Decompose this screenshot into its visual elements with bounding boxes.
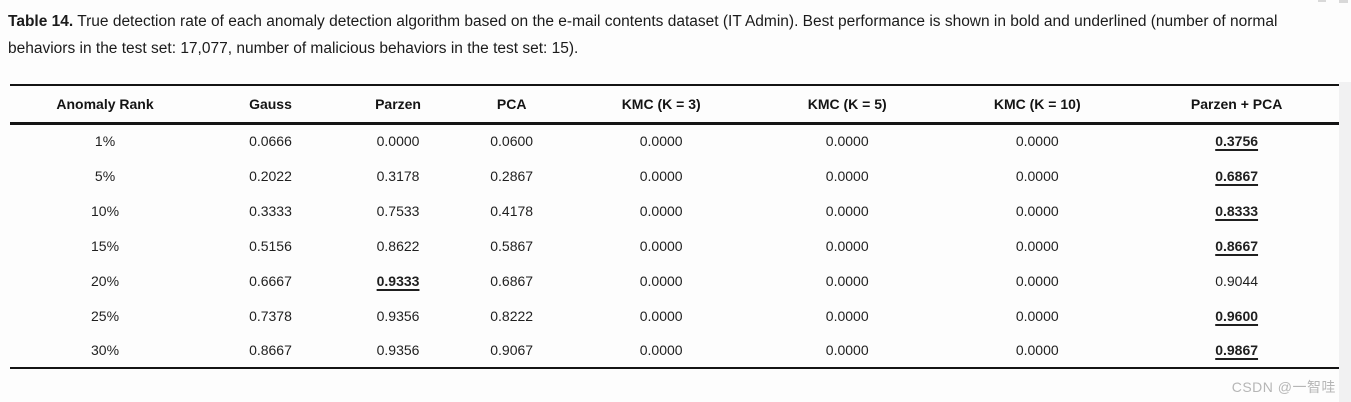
top-edge-artifact-icon xyxy=(1339,0,1348,3)
value-cell: 0.0000 xyxy=(825,342,869,358)
value-cell: 0.0666 xyxy=(249,133,292,150)
value-cell: 0.0000 xyxy=(639,307,683,324)
rank-cell: 5% xyxy=(94,167,116,184)
results-table: Anomaly Rank Gauss Parzen PCA KMC (K = 3… xyxy=(10,84,1339,369)
value-cell: 0.0000 xyxy=(376,133,420,150)
value-cell: 0.0000 xyxy=(639,167,683,184)
value-cell: 0.4178 xyxy=(490,202,534,219)
value-cell: 0.0000 xyxy=(1015,342,1059,358)
value-cell: 0.0000 xyxy=(1015,167,1059,184)
value-cell: 0.0600 xyxy=(490,133,534,150)
header-pca: PCA xyxy=(455,85,569,125)
value-cell: 0.0000 xyxy=(1015,272,1059,289)
value-cell: 0.7378 xyxy=(249,307,292,324)
value-cell: 0.0000 xyxy=(1015,133,1059,150)
value-cell: 0.0000 xyxy=(639,342,683,358)
value-cell: 0.0000 xyxy=(1015,202,1059,219)
value-cell: 0.0000 xyxy=(639,202,683,219)
value-cell: 0.8667 xyxy=(1215,237,1259,254)
header-gauss: Gauss xyxy=(200,85,341,125)
value-cell: 0.0000 xyxy=(825,167,869,184)
table-row: 25% 0.7378 0.9356 0.8222 0.0000 0.0000 0… xyxy=(10,298,1339,333)
value-cell: 0.0000 xyxy=(825,202,869,219)
value-cell: 0.5156 xyxy=(249,237,292,254)
table-row: 5% 0.2022 0.3178 0.2867 0.0000 0.0000 0.… xyxy=(10,158,1339,193)
value-cell: 0.9356 xyxy=(376,342,420,358)
value-cell: 0.5867 xyxy=(490,237,534,254)
value-cell: 0.8333 xyxy=(1215,202,1259,219)
header-kmc-k10: KMC (K = 10) xyxy=(940,85,1135,125)
table-row: 10% 0.3333 0.7533 0.4178 0.0000 0.0000 0… xyxy=(10,193,1339,228)
value-cell: 0.9867 xyxy=(1215,342,1259,358)
header-parzen: Parzen xyxy=(340,85,456,125)
value-cell: 0.0000 xyxy=(825,272,869,289)
value-cell: 0.0000 xyxy=(825,307,869,324)
top-edge-artifact-icon xyxy=(1318,0,1326,2)
value-cell: 0.0000 xyxy=(825,237,869,254)
csdn-watermark: CSDN @一智哇 xyxy=(1231,379,1336,395)
caption-label: Table 14. xyxy=(8,13,74,30)
value-cell: 0.7533 xyxy=(376,202,420,219)
value-cell: 0.0000 xyxy=(1015,307,1059,324)
value-cell: 0.2867 xyxy=(490,167,534,184)
value-cell: 0.6867 xyxy=(490,272,534,289)
header-anomaly-rank: Anomaly Rank xyxy=(10,85,201,125)
rank-cell: 25% xyxy=(91,307,120,324)
rank-cell: 15% xyxy=(91,237,120,254)
value-cell: 0.9600 xyxy=(1215,307,1259,324)
table-row: 15% 0.5156 0.8622 0.5867 0.0000 0.0000 0… xyxy=(10,228,1339,263)
caption-text: True detection rate of each anomaly dete… xyxy=(8,13,1278,57)
header-parzen-pca: Parzen + PCA xyxy=(1134,85,1339,125)
header-kmc-k5: KMC (K = 5) xyxy=(754,85,941,125)
value-cell: 0.3178 xyxy=(376,167,420,184)
value-cell: 0.9067 xyxy=(490,342,534,358)
table-caption: Table 14. True detection rate of each an… xyxy=(0,0,1330,62)
value-cell: 0.0000 xyxy=(825,133,869,150)
value-cell: 0.8667 xyxy=(249,342,292,358)
table-header-row: Anomaly Rank Gauss Parzen PCA KMC (K = 3… xyxy=(10,85,1339,125)
value-cell: 0.0000 xyxy=(639,272,683,289)
value-cell: 0.8222 xyxy=(490,307,534,324)
rank-cell: 1% xyxy=(94,133,116,150)
value-cell: 0.6667 xyxy=(249,272,292,289)
value-cell: 0.3756 xyxy=(1215,133,1259,150)
header-kmc-k3: KMC (K = 3) xyxy=(568,85,755,125)
value-cell: 0.6867 xyxy=(1215,167,1259,184)
value-cell: 0.8622 xyxy=(376,237,420,254)
rank-cell: 30% xyxy=(91,342,120,358)
value-cell: 0.0000 xyxy=(639,133,683,150)
value-cell: 0.2022 xyxy=(249,167,292,184)
value-cell: 0.0000 xyxy=(1015,237,1059,254)
value-cell: 0.3333 xyxy=(249,202,292,219)
value-cell: 0.9356 xyxy=(376,307,420,324)
rank-cell: 20% xyxy=(91,272,120,289)
table-row: 20% 0.6667 0.9333 0.6867 0.0000 0.0000 0… xyxy=(10,263,1339,298)
table-row: 1% 0.0666 0.0000 0.0600 0.0000 0.0000 0.… xyxy=(10,123,1339,158)
value-cell: 0.0000 xyxy=(639,237,683,254)
rank-cell: 10% xyxy=(91,202,120,219)
scrollbar-track[interactable] xyxy=(1339,82,1351,402)
value-cell: 0.9333 xyxy=(376,272,420,289)
table-row: 30% 0.8667 0.9356 0.9067 0.0000 0.0000 0… xyxy=(10,333,1339,368)
value-cell: 0.9044 xyxy=(1215,272,1259,289)
